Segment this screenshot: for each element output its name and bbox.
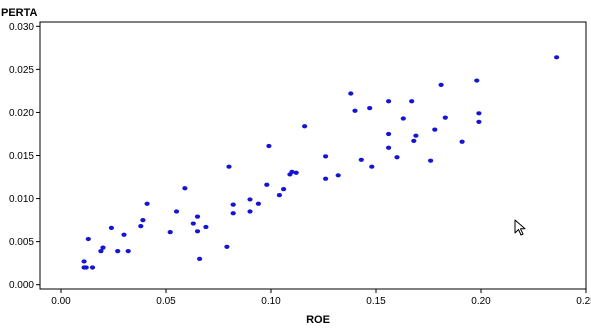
y-tick-label: 0.020 (9, 108, 34, 119)
data-point (386, 145, 392, 150)
data-point (400, 116, 406, 121)
data-point (289, 169, 295, 174)
data-point (369, 164, 375, 169)
data-point (98, 249, 104, 254)
y-tick-label: 0.015 (9, 151, 34, 162)
x-tick-label: 0.25 (576, 296, 591, 307)
data-point (264, 182, 270, 187)
x-axis: 0.00 0.05 0.10 0.15 0.20 0.25 (51, 289, 591, 307)
data-point (203, 224, 209, 230)
data-point (302, 124, 308, 129)
data-points (81, 55, 560, 270)
y-axis-title: PERTA (1, 7, 38, 19)
data-point (386, 99, 392, 104)
y-tick-label: 0.025 (9, 65, 34, 76)
data-point (144, 201, 150, 206)
data-point (386, 131, 392, 137)
data-point (121, 232, 127, 237)
data-point (108, 225, 114, 230)
y-axis: 0.000 0.005 0.010 0.015 0.020 0.025 0.030 (9, 22, 40, 291)
data-point (293, 170, 299, 175)
data-point (115, 249, 121, 254)
data-point (230, 211, 236, 216)
data-point (358, 157, 364, 162)
data-point (197, 256, 203, 261)
data-point (367, 106, 373, 111)
y-tick-label: 0.005 (9, 237, 34, 248)
data-point (459, 139, 465, 144)
data-point (323, 176, 329, 181)
data-point (432, 127, 438, 132)
data-point (194, 229, 201, 234)
data-point (438, 82, 444, 87)
data-point (428, 158, 434, 163)
data-point (173, 209, 180, 214)
data-point (138, 224, 144, 229)
data-point (85, 236, 91, 242)
data-point (140, 217, 146, 223)
data-point (89, 265, 96, 270)
x-tick-label: 0.05 (156, 296, 176, 307)
data-point (554, 55, 560, 60)
data-point (352, 108, 358, 113)
data-point (230, 202, 236, 207)
data-point (411, 138, 417, 143)
data-point (226, 164, 232, 169)
data-point (81, 259, 87, 264)
data-point (476, 111, 482, 116)
data-point (394, 155, 400, 160)
data-point (413, 133, 419, 138)
x-tick-label: 0.20 (471, 296, 491, 307)
x-axis-title: ROE (306, 314, 330, 326)
data-point (281, 186, 287, 192)
data-point (442, 115, 448, 120)
x-tick-label: 0.10 (261, 296, 281, 307)
data-point (348, 91, 354, 96)
data-point (409, 99, 415, 104)
y-tick-label: 0.030 (9, 22, 34, 33)
data-point (255, 201, 261, 206)
y-tick-label: 0.010 (9, 194, 34, 205)
data-point (182, 186, 188, 191)
data-point (194, 214, 201, 219)
data-point (266, 143, 272, 149)
data-point (190, 221, 196, 226)
data-point (247, 197, 253, 202)
data-point (323, 154, 329, 159)
data-point (167, 230, 173, 235)
data-point (125, 249, 131, 254)
data-point (474, 78, 480, 83)
data-point (476, 119, 482, 125)
data-point (276, 193, 282, 198)
mouse-pointer-icon (514, 219, 526, 236)
plot-area (39, 21, 587, 290)
data-point (83, 265, 89, 270)
data-point (100, 245, 106, 250)
x-tick-label: 0.00 (51, 296, 71, 307)
data-point (335, 173, 341, 178)
x-tick-label: 0.15 (366, 296, 386, 307)
data-point (224, 244, 230, 249)
data-point (247, 209, 253, 214)
y-tick-label: 0.000 (9, 280, 34, 291)
